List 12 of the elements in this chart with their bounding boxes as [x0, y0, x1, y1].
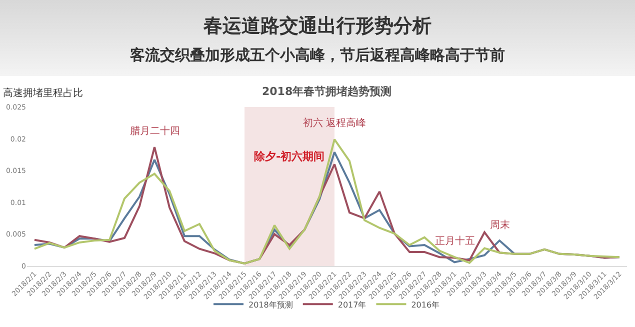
text: 2018年春节拥堵趋势预测	[262, 85, 392, 98]
legend-label: 2016年	[411, 300, 440, 310]
legend-label: 2017年	[338, 300, 366, 310]
y-axis-title: 高速拥堵里程占比	[3, 87, 83, 99]
annotation: 正月十五	[435, 235, 475, 247]
annotation: 初六 返程高峰	[303, 117, 366, 129]
annotation: 周末	[490, 219, 510, 231]
chart-title: 春运道路交通出行形势分析	[202, 14, 432, 38]
chart-subtitle: 客流交织叠加形成五个小高峰，节后返程高峰略高于节前	[129, 45, 506, 66]
band-label: 除夕-初六期间	[254, 150, 325, 163]
legend-label: 2018年预测	[248, 300, 293, 310]
annotation: 腊月二十四	[130, 125, 180, 137]
